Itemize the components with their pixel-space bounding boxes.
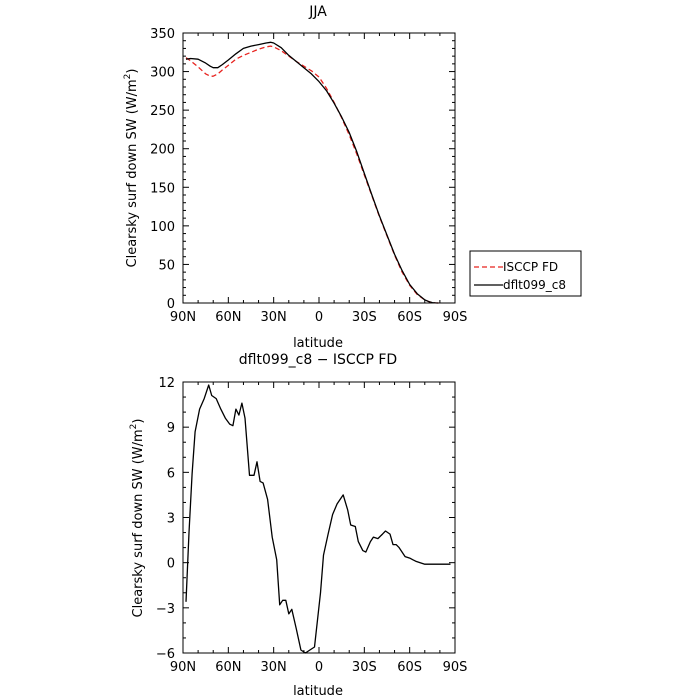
x-tick-label: 60S	[397, 660, 422, 675]
y-tick-label: 9	[167, 421, 175, 436]
x-tick-label: 30S	[352, 660, 377, 675]
plot-frame	[182, 32, 456, 304]
chart-title: JJA	[308, 4, 327, 20]
legend-label-isccp: ISCCP FD	[503, 260, 558, 274]
x-tick-label: 90N	[170, 310, 196, 325]
axis-ticks: 90N 60N 30N 0 30S 60S 90S −6 −3 0 3 6 9 12	[156, 376, 468, 675]
legend: ISCCP FD dflt099_c8	[469, 250, 582, 297]
axis-ticks: 90N 60N 30N 0 30S 60S 90S 0 50 100 150 200 250 300 350	[150, 27, 467, 325]
y-tick-label: −6	[156, 647, 175, 662]
series-layer	[185, 384, 451, 654]
x-tick-label: 90N	[170, 660, 196, 675]
y-axis-label: Clearsky surf down SW (W/m2)	[123, 69, 140, 268]
y-tick-label: 6	[167, 466, 175, 481]
y-tick-label: 200	[150, 143, 175, 158]
x-tick-label: 90S	[443, 310, 468, 325]
x-tick-label: 0	[315, 310, 323, 325]
chart-title: dflt099_c8 − ISCCP FD	[239, 352, 397, 368]
plot-frame	[182, 381, 456, 654]
y-tick-label: 12	[158, 376, 175, 391]
y-tick-label: 100	[150, 220, 175, 235]
legend-frame	[469, 250, 582, 297]
bottom-difference-chart: dflt099_c8 − ISCCP FD latitude Clearsky …	[129, 352, 467, 699]
x-tick-label: 60S	[397, 310, 422, 325]
x-tick-label: 30N	[261, 310, 287, 325]
x-tick-label: 30N	[261, 660, 287, 675]
x-tick-label: 60N	[215, 660, 241, 675]
y-tick-label: 50	[158, 258, 175, 273]
y-tick-label: 0	[167, 297, 175, 312]
x-axis-label: latitude	[293, 336, 343, 351]
x-tick-label: 60N	[215, 310, 241, 325]
y-axis-label: Clearsky surf down SW (W/m2)	[129, 419, 146, 618]
legend-label-model: dflt099_c8	[503, 278, 566, 292]
y-tick-label: 0	[167, 557, 175, 572]
x-tick-label: 0	[315, 660, 323, 675]
y-tick-label: 300	[150, 66, 175, 81]
series-layer	[185, 41, 439, 304]
top-line-chart: JJA latitude Clearsky surf down SW (W/m2…	[123, 4, 467, 351]
x-axis-label: latitude	[293, 684, 343, 699]
y-tick-label: 3	[167, 512, 175, 527]
y-tick-label: 250	[150, 104, 175, 119]
series-line-1	[185, 41, 439, 304]
series-line-0	[185, 45, 439, 304]
x-tick-label: 90S	[443, 660, 468, 675]
y-tick-label: 150	[150, 181, 175, 196]
y-tick-label: −3	[156, 602, 175, 617]
difference-line	[185, 384, 451, 654]
y-tick-label: 350	[150, 27, 175, 42]
x-tick-label: 30S	[352, 310, 377, 325]
